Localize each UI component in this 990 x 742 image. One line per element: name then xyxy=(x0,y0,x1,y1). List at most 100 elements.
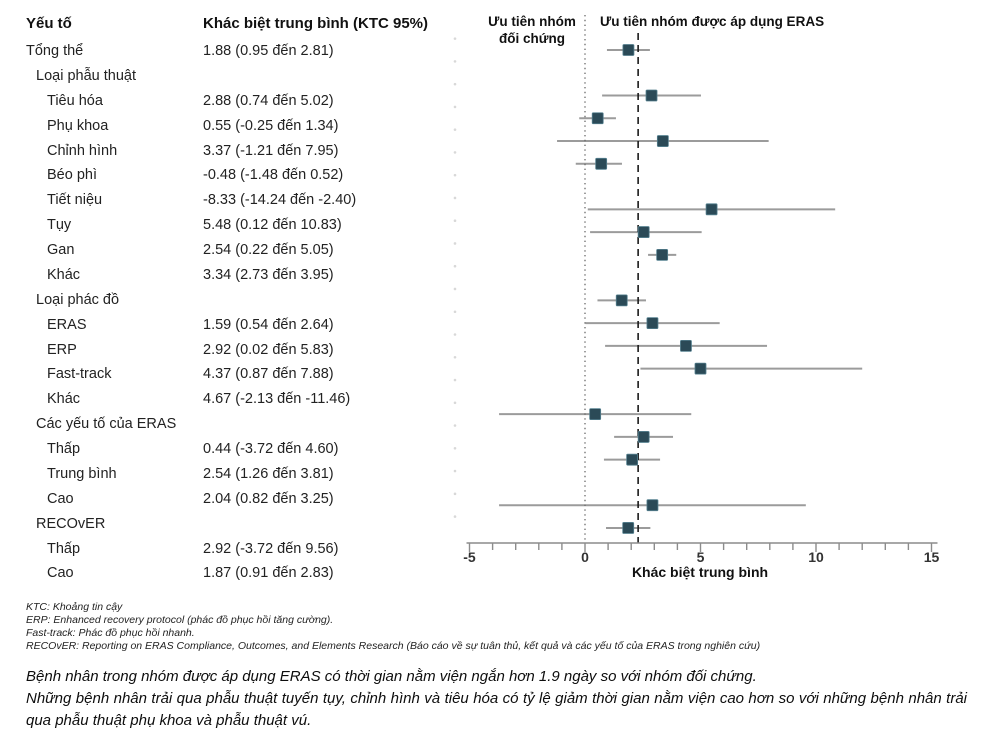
mean-difference-column-header: Khác biệt trung bình (KTC 95%) xyxy=(203,15,428,32)
row-dot xyxy=(453,264,457,268)
favors-eras-label: Ưu tiên nhóm được áp dụng ERAS xyxy=(600,14,825,29)
factor-column-header: Yếu tố xyxy=(26,15,72,32)
row-dot xyxy=(453,447,457,450)
favors-control-label: Ưu tiên nhóm đối chứng xyxy=(488,14,576,46)
row-label: RECOvER xyxy=(36,515,106,532)
row-dot xyxy=(453,355,457,359)
footnote-fast-track: Fast-track: Phác đồ phục hồi nhanh. xyxy=(26,627,195,639)
row-label: Cao xyxy=(47,565,74,582)
row-label: ERP xyxy=(47,341,77,358)
row-dot xyxy=(453,151,457,154)
table-row: Loại phác đồ xyxy=(0,290,460,310)
point-estimate-marker xyxy=(615,294,628,307)
row-dot xyxy=(453,378,457,382)
row-dot xyxy=(453,128,457,131)
table-row: Fast-track 4.37 (0.87 đến 7.88) xyxy=(0,364,460,384)
row-label: Tụy xyxy=(47,217,72,234)
x-tick-label: 15 xyxy=(924,549,940,565)
table-row: Trung bình 2.54 (1.26 đến 3.81) xyxy=(0,464,460,484)
point-estimate-marker xyxy=(645,89,658,102)
row-ci-value: 3.34 (2.73 đến 3.95) xyxy=(203,266,334,283)
table-row: Phụ khoa 0.55 (-0.25 đến 1.34) xyxy=(0,116,460,136)
row-ci-value: 0.55 (-0.25 đến 1.34) xyxy=(203,117,339,134)
x-tick-label: 0 xyxy=(581,549,589,565)
row-dot xyxy=(453,105,457,109)
table-row: Tổng thể 1.88 (0.95 đến 2.81) xyxy=(0,41,460,61)
row-ci-value: 4.37 (0.87 đến 7.88) xyxy=(203,366,334,383)
table-row: Cao 1.87 (0.91 đến 2.83) xyxy=(0,563,460,583)
x-tick-label: -5 xyxy=(463,549,476,565)
forest-plot: -5 0 5 10 15 xyxy=(453,15,940,565)
row-dot xyxy=(453,401,457,405)
row-ci-value: 2.92 (0.02 đến 5.83) xyxy=(203,341,334,358)
row-dot xyxy=(453,310,457,314)
row-label: ERAS xyxy=(47,316,87,333)
row-ci-value: -8.33 (-14.24 đến -2.40) xyxy=(203,192,357,209)
table-row: Thấp 2.92 (-3.72 đến 9.56) xyxy=(0,539,460,559)
row-ci-value: 1.88 (0.95 đến 2.81) xyxy=(203,43,334,59)
row-ci-value: 2.54 (1.26 đến 3.81) xyxy=(203,465,334,482)
row-dot xyxy=(453,424,457,427)
row-label: Loại phẫu thuật xyxy=(36,67,136,84)
point-estimate-marker xyxy=(694,362,707,375)
x-tick-label: 10 xyxy=(808,549,824,565)
footnote-recover: RECOvER: Reporting on ERAS Compliance, O… xyxy=(26,640,761,652)
row-ci-value: 2.04 (0.82 đến 3.25) xyxy=(203,490,334,507)
row-ci-value: 2.92 (-3.72 đến 9.56) xyxy=(203,540,339,557)
table-row: Tụy 5.48 (0.12 đến 10.83) xyxy=(0,215,460,235)
row-dot xyxy=(453,173,457,177)
row-dot xyxy=(453,196,457,200)
summary-line-1: Bệnh nhân trong nhóm được áp dụng ERAS c… xyxy=(26,668,757,685)
row-dot xyxy=(453,492,457,496)
factor-table: Tổng thể 1.88 (0.95 đến 2.81) Loại phẫu th… xyxy=(0,0,460,600)
table-row: Thấp 0.44 (-3.72 đến 4.60) xyxy=(0,439,460,459)
row-dot xyxy=(453,469,457,473)
table-row: Tiết niệu -8.33 (-14.24 đến -2.40) xyxy=(0,190,460,210)
row-label: Tổng thể xyxy=(26,43,84,59)
row-label: Gan xyxy=(47,242,75,259)
row-ci-value: 2.88 (0.74 đến 5.02) xyxy=(203,92,334,109)
row-label: Fast-track xyxy=(47,366,112,383)
summary-block: Bệnh nhân trong nhóm được áp dụng ERAS c… xyxy=(26,666,967,732)
row-dot xyxy=(453,287,457,291)
row-label: Loại phác đồ xyxy=(36,291,120,308)
row-ci-value: 2.54 (0.22 đến 5.05) xyxy=(203,242,334,259)
table-row: Tiêu hóa 2.88 (0.74 đến 5.02) xyxy=(0,91,460,111)
row-ci-value: -0.48 (-1.48 đến 0.52) xyxy=(203,167,344,184)
point-estimate-marker xyxy=(637,431,650,443)
row-label: Tiêu hóa xyxy=(47,92,103,109)
row-label: Khác xyxy=(47,391,81,408)
point-estimate-marker xyxy=(626,453,639,466)
row-ci-value: 5.48 (0.12 đến 10.83) xyxy=(203,217,342,234)
point-estimate-marker xyxy=(646,317,659,330)
row-label: Khác xyxy=(47,266,81,283)
table-row: Béo phì -0.48 (-1.48 đến 0.52) xyxy=(0,165,460,185)
point-estimate-marker xyxy=(680,339,692,352)
table-row: Khác 3.34 (2.73 đến 3.95) xyxy=(0,265,460,285)
row-dot xyxy=(453,219,457,222)
row-dot xyxy=(453,333,457,336)
point-estimate-marker xyxy=(622,44,635,56)
point-estimate-marker xyxy=(656,248,669,261)
row-label: Phụ khoa xyxy=(47,117,109,134)
row-label: Chỉnh hình xyxy=(47,142,118,159)
point-estimate-marker xyxy=(595,157,608,170)
row-dot xyxy=(453,82,457,86)
table-row: ERAS 1.59 (0.54 đến 2.64) xyxy=(0,315,460,335)
x-tick-label: 5 xyxy=(697,549,705,565)
row-ci-value: 1.87 (0.91 đến 2.83) xyxy=(203,565,334,582)
footnote-erp: ERP: Enhanced recovery protocol (phác đồ… xyxy=(26,614,334,626)
table-row: Khác 4.67 (-2.13 đến -11.46) xyxy=(0,389,460,409)
row-dot xyxy=(453,242,457,245)
row-dot xyxy=(453,515,457,518)
row-label: Thấp xyxy=(47,441,81,458)
row-label: Trung bình xyxy=(47,465,117,482)
row-ci-value: 1.59 (0.54 đến 2.64) xyxy=(203,316,334,333)
x-axis-title: Khác biệt trung bình xyxy=(631,564,769,580)
point-estimate-marker xyxy=(589,408,602,421)
table-row: Các yếu tố của ERAS xyxy=(0,414,460,434)
table-row: Cao 2.04 (0.82 đến 3.25) xyxy=(0,489,460,509)
table-row: ERP 2.92 (0.02 đến 5.83) xyxy=(0,340,460,360)
row-ci-value: 3.37 (-1.21 đến 7.95) xyxy=(203,142,339,159)
row-dot xyxy=(453,60,457,63)
